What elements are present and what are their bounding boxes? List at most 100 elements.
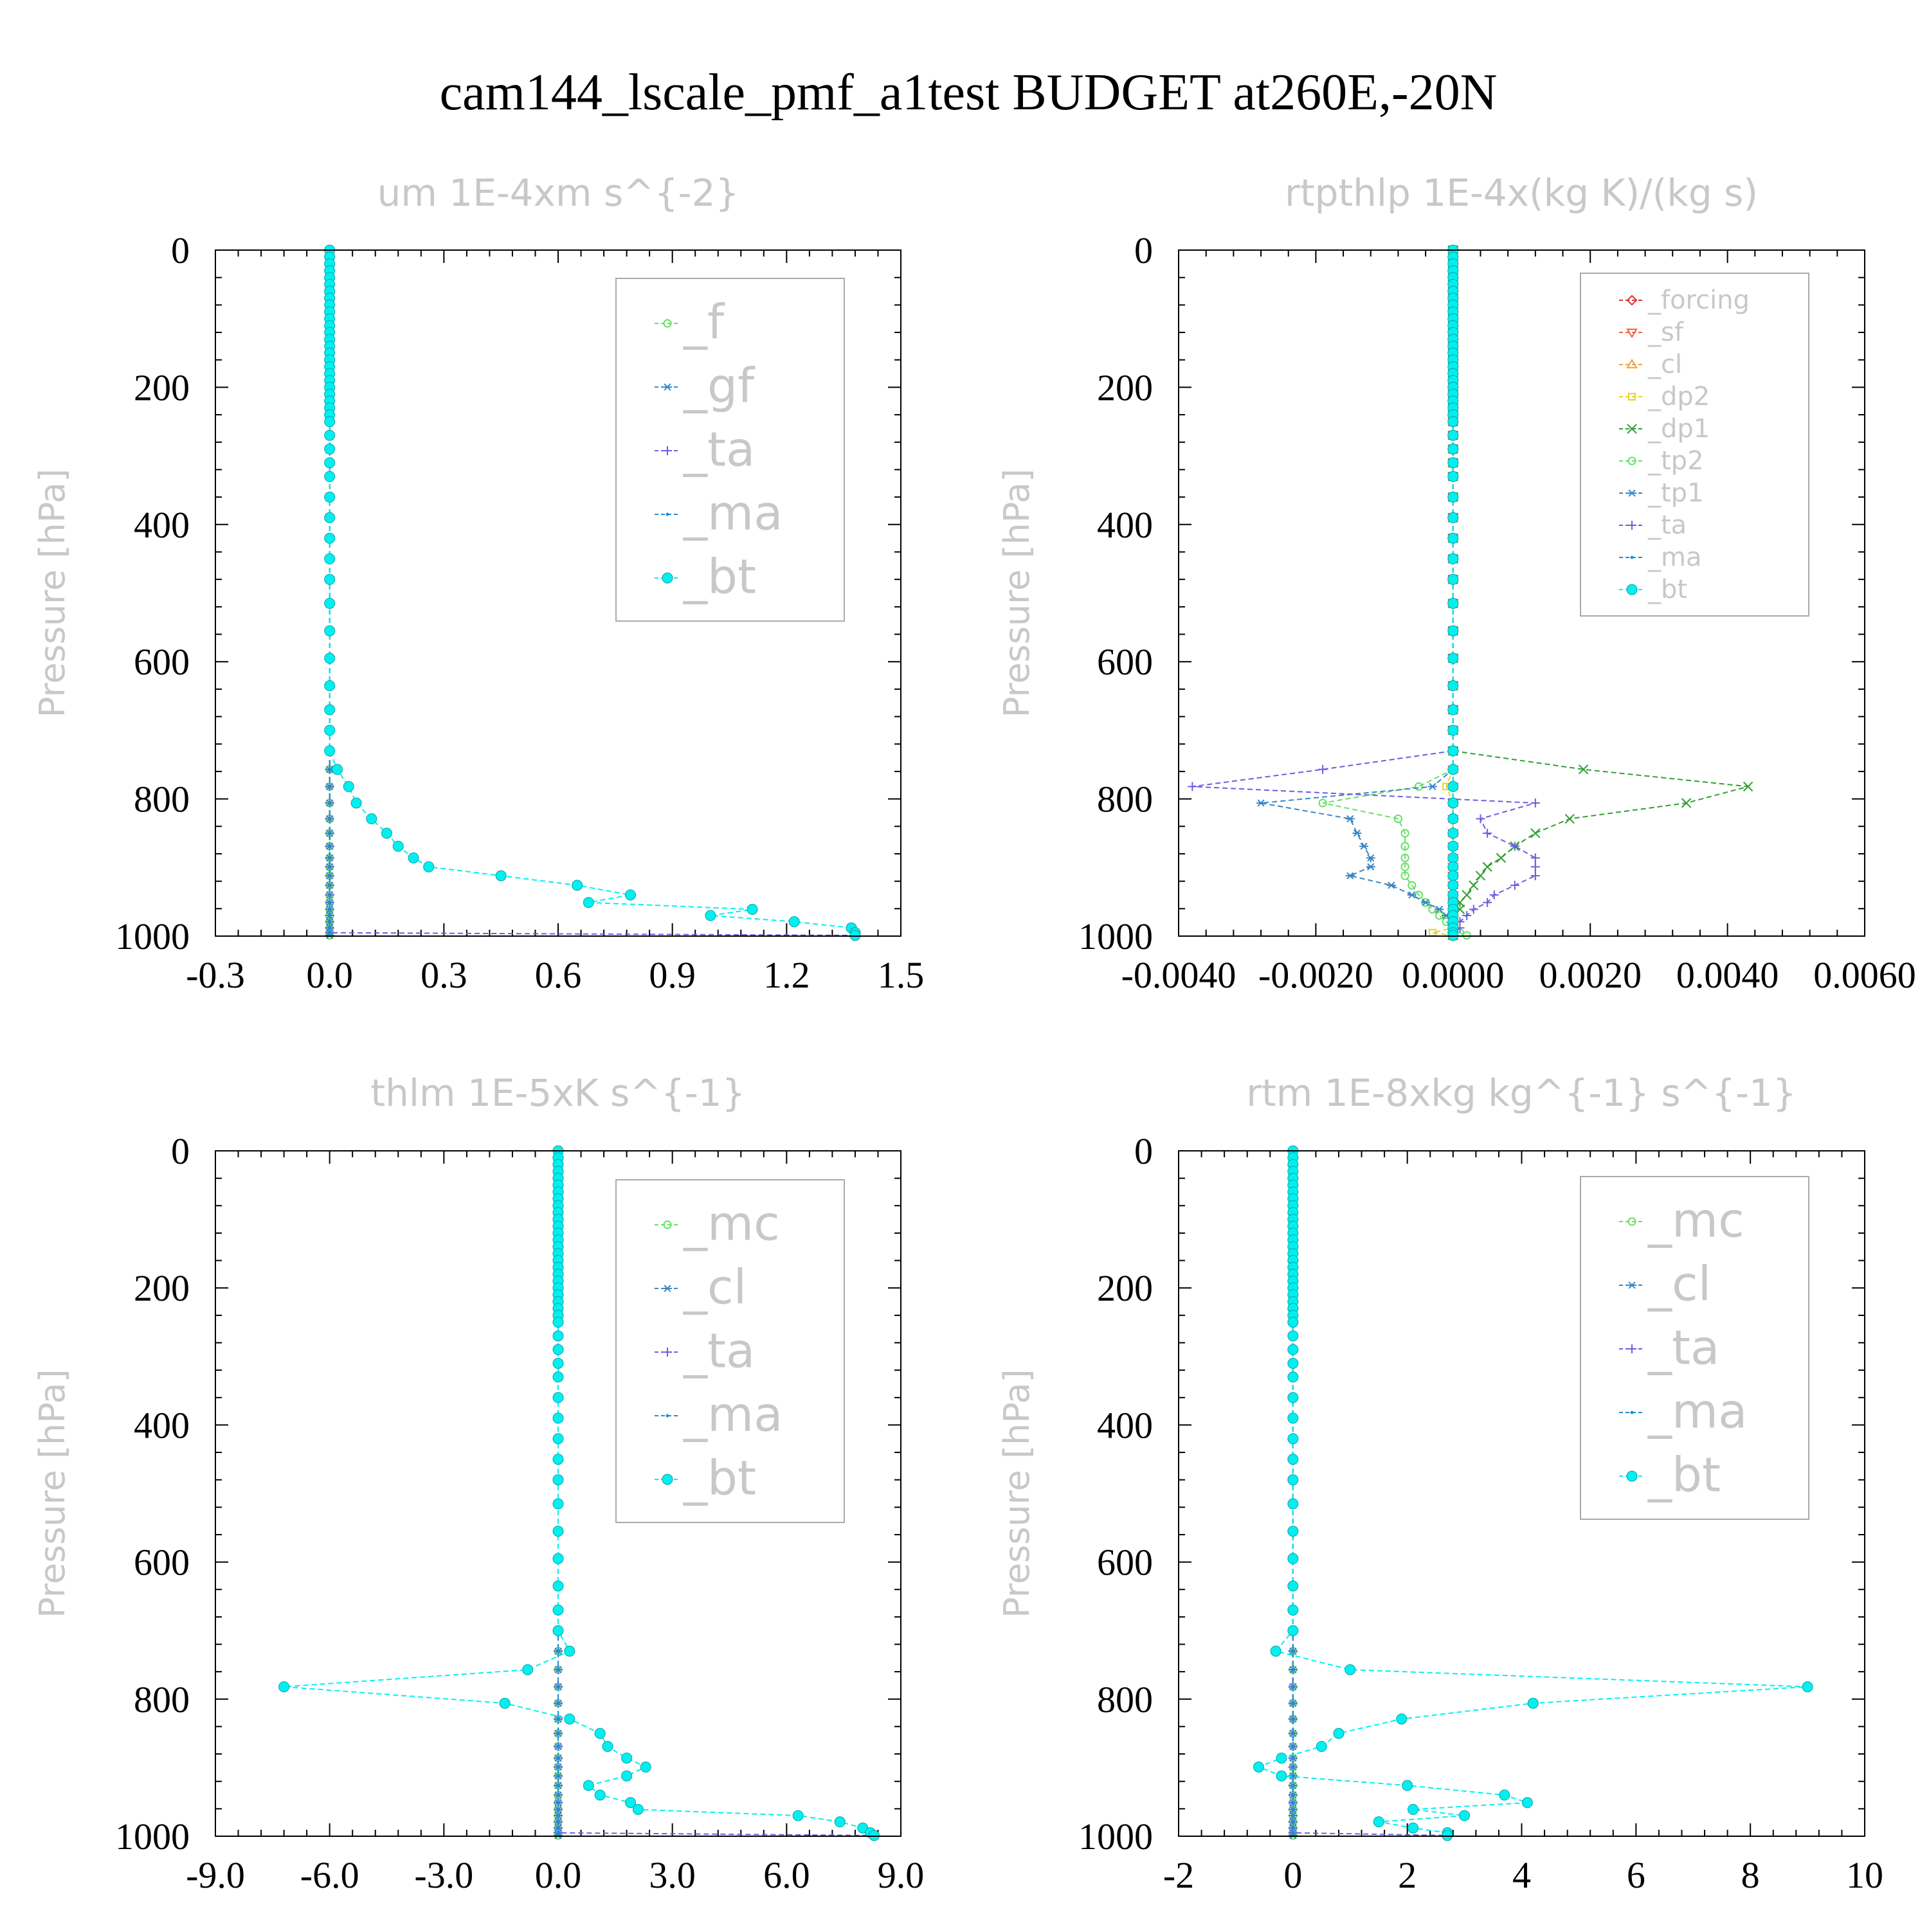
data-point (834, 1816, 846, 1828)
legend-item: _cl (1619, 1257, 1711, 1312)
data-point (1530, 828, 1541, 838)
legend-item: _ma (1619, 1384, 1747, 1440)
plot-frame (1178, 1150, 1865, 1837)
data-point (594, 1728, 606, 1739)
data-point (1291, 1744, 1295, 1748)
legend-marker (1626, 329, 1638, 338)
panel-1: um 1E-4xm s^{-2} -0.3 0.0 0.3 0.6 0.9 1.2 1.5 0 2… (32, 171, 924, 996)
data-point (1276, 1770, 1287, 1782)
data-point (1447, 870, 1459, 881)
legend-marker (1627, 1217, 1636, 1226)
data-point (556, 1744, 560, 1748)
data-point (552, 1344, 564, 1355)
data-point (328, 831, 332, 835)
y-tick-label: 0 (1134, 230, 1153, 271)
data-point (1447, 797, 1459, 809)
legend-label: _bt (683, 550, 756, 605)
data-point (1188, 782, 1197, 791)
x-tick-label: 0.6 (535, 954, 582, 996)
series_ta (1288, 1146, 1452, 1840)
y-tick-label: 200 (1097, 366, 1153, 408)
data-point (552, 1413, 564, 1424)
data-point (1447, 880, 1459, 891)
y-tick-label: 200 (1097, 1267, 1153, 1309)
legend-item: _dp1 (1619, 414, 1710, 444)
x-tick-label: 0.3 (421, 954, 467, 996)
data-point (556, 1814, 560, 1818)
figure-title: cam144_lscale_pmf_a1test BUDGET at260E,-… (440, 64, 1498, 121)
data-point (343, 781, 354, 792)
panel-4: rtm 1E-8xkg kg^{-1} s^{-1} -2 0 2 4 6 8 10 0 200 4… (997, 1071, 1883, 1896)
data-point (583, 897, 594, 908)
data-point (1447, 416, 1459, 428)
data-point (1287, 1580, 1299, 1592)
x-tick-label: 10 (1846, 1854, 1883, 1896)
data-point (278, 1681, 290, 1693)
legend-marker (1627, 424, 1637, 434)
x-tick-label: -6.0 (300, 1854, 359, 1896)
data-point (328, 874, 332, 878)
data-point (1291, 1814, 1295, 1818)
data-point (1291, 1765, 1295, 1769)
legend-label: _ta (1647, 510, 1687, 540)
data-point (1287, 1330, 1299, 1342)
series_bt (278, 1145, 880, 1841)
x-tick-label: 1.5 (878, 954, 925, 996)
data-point (625, 889, 637, 901)
x-tick-label: 3.0 (649, 1854, 696, 1896)
data-point (632, 1803, 644, 1815)
data-point (324, 416, 336, 428)
y-tick-label: 1000 (115, 916, 190, 957)
data-point (1287, 1498, 1299, 1510)
data-point (1447, 840, 1459, 852)
data-point (1287, 1392, 1299, 1404)
legend-marker (1628, 393, 1636, 401)
data-point (1527, 1697, 1539, 1709)
data-point (1743, 781, 1753, 792)
data-point (1318, 764, 1328, 774)
legend-item: _gf (655, 359, 756, 414)
data-point (1462, 910, 1472, 920)
data-point (328, 844, 332, 848)
data-point (552, 1317, 564, 1328)
legend: _mc _cl _ta _ma _bt (615, 1179, 845, 1523)
legend-marker (666, 512, 669, 516)
data-point (1489, 890, 1499, 899)
legend-label: _gf (683, 359, 756, 414)
legend-label: _ma (683, 1387, 783, 1443)
data-point (792, 1810, 804, 1821)
data-point (556, 1831, 560, 1835)
data-point (1291, 1668, 1295, 1672)
data-point (552, 1433, 564, 1445)
legend-label: _mc (683, 1196, 780, 1252)
legend-marker (1627, 1281, 1636, 1289)
data-point (1316, 1740, 1327, 1752)
data-point (1447, 781, 1459, 792)
legend-item: _forcing (1619, 285, 1750, 315)
x-tick-label: 1.2 (763, 954, 810, 996)
legend-item: _tp2 (1619, 446, 1704, 476)
data-point (1476, 814, 1485, 824)
panel-title: rtm 1E-8xkg kg^{-1} s^{-1} (1246, 1071, 1797, 1115)
legend-item: _cl (655, 1260, 747, 1315)
data-point (1345, 872, 1355, 880)
data-point (1287, 1357, 1299, 1369)
data-point (1447, 491, 1459, 503)
data-point (324, 653, 336, 664)
data-point (1287, 1474, 1299, 1486)
data-point (324, 429, 336, 441)
legend-item: _dp2 (1619, 382, 1710, 411)
data-point (332, 764, 343, 775)
data-point (328, 883, 332, 887)
data-point (552, 1371, 564, 1383)
legend: _f _gf _ta _ma _bt (615, 278, 845, 622)
legend-label: _ma (1647, 543, 1701, 572)
plot-frame (215, 1150, 901, 1837)
data-point (1447, 512, 1459, 523)
data-point (1287, 1604, 1299, 1616)
data-point (552, 1553, 564, 1564)
legend-box (1580, 273, 1809, 617)
data-point (1442, 1830, 1453, 1841)
data-point (621, 1770, 633, 1782)
legend-marker (1627, 456, 1636, 465)
